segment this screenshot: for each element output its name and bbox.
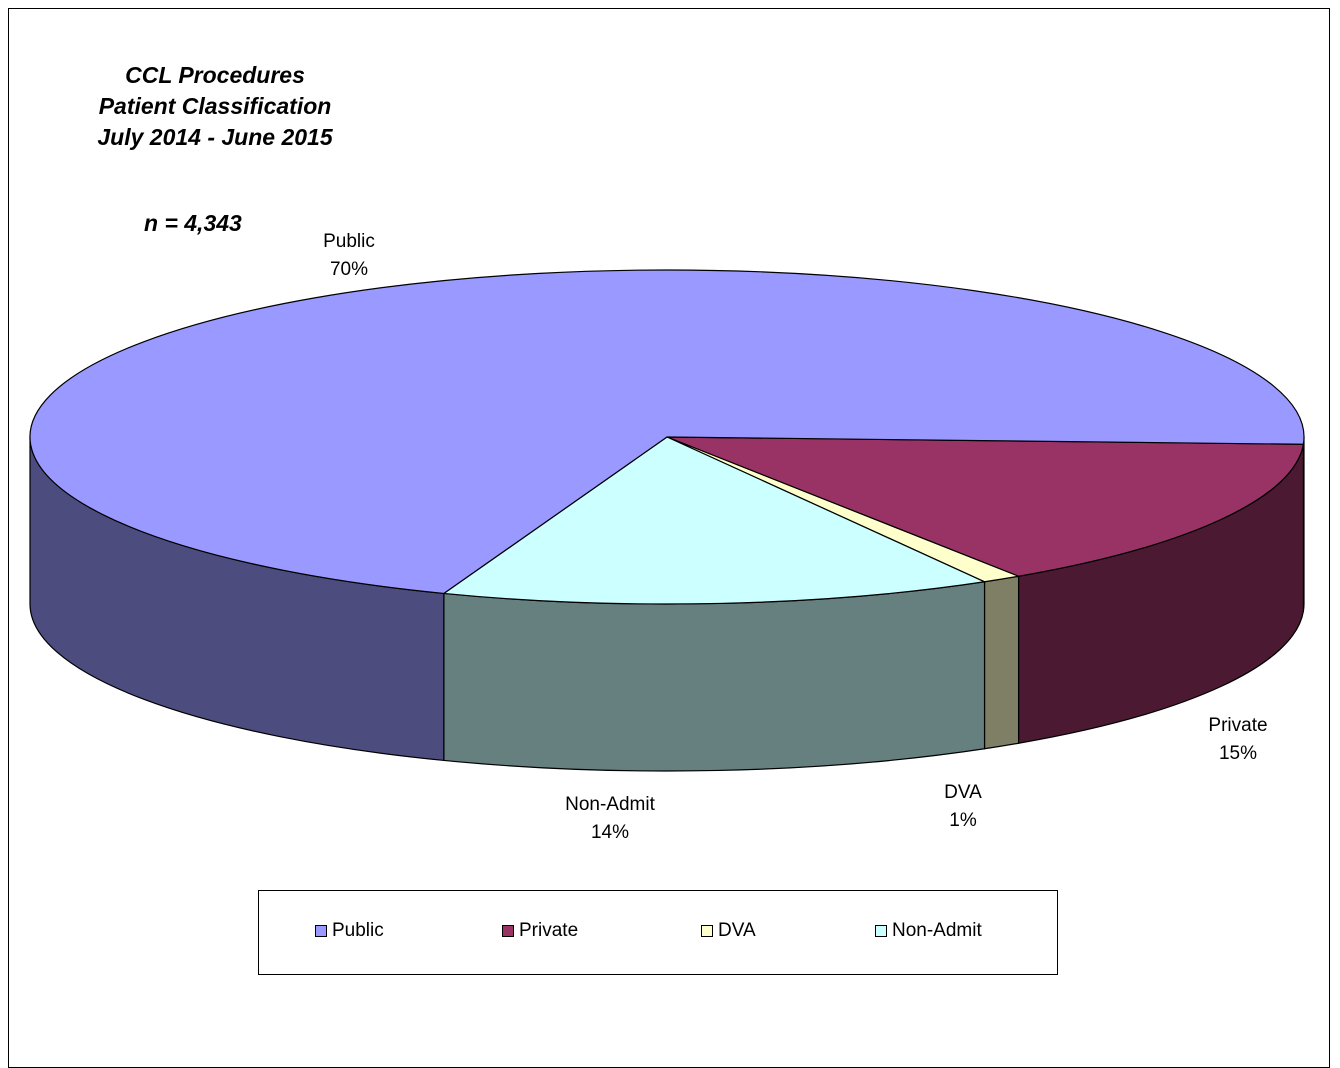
slice-label-public-percent: 70%	[329, 259, 369, 280]
slice-label-dva-percent: 1%	[949, 810, 977, 831]
pie-slice-public	[29, 269, 1305, 595]
pie-slice-non-admit	[443, 436, 986, 605]
legend-label-public: Public	[332, 920, 384, 941]
legend-item-dva: DVA	[701, 920, 756, 942]
chart-title-line-1: CCL Procedures	[125, 62, 305, 88]
legend-item-non-admit: Non-Admit	[875, 920, 982, 942]
slice-label-private-name: Private	[1208, 715, 1268, 736]
legend-swatch-public	[315, 925, 327, 937]
chart-title-line-3: July 2014 - June 2015	[97, 124, 333, 150]
slice-label-dva-name: DVA	[944, 782, 982, 803]
slice-label-public: Public 70%	[279, 228, 419, 284]
slice-label-non-admit-percent: 14%	[590, 822, 630, 843]
slice-label-non-admit: Non-Admit 14%	[540, 791, 680, 847]
legend-item-public: Public	[315, 920, 384, 942]
chart-title-line-2: Patient Classification	[98, 93, 332, 119]
legend: Public Private DVA Non-Admit	[258, 890, 1058, 975]
slice-label-dva: DVA 1%	[893, 779, 1033, 835]
slice-label-public-name: Public	[323, 231, 375, 252]
slice-label-private-percent: 15%	[1218, 743, 1258, 764]
slice-label-non-admit-name: Non-Admit	[565, 794, 655, 815]
legend-label-private: Private	[519, 920, 579, 941]
sample-size-label: n = 4,343	[144, 210, 242, 236]
legend-label-non-admit: Non-Admit	[892, 920, 982, 941]
legend-item-private: Private	[502, 920, 578, 942]
slice-label-private: Private 15%	[1168, 712, 1308, 768]
legend-label-dva: DVA	[718, 920, 756, 941]
side-wall-non-admit	[443, 581, 986, 772]
legend-swatch-dva	[701, 925, 713, 937]
side-wall-dva	[983, 575, 1020, 750]
chart-title: CCL Procedures Patient Classification Ju…	[55, 60, 375, 153]
legend-swatch-non-admit	[875, 925, 887, 937]
legend-swatch-private	[502, 925, 514, 937]
pie-slice-private	[666, 436, 1304, 577]
